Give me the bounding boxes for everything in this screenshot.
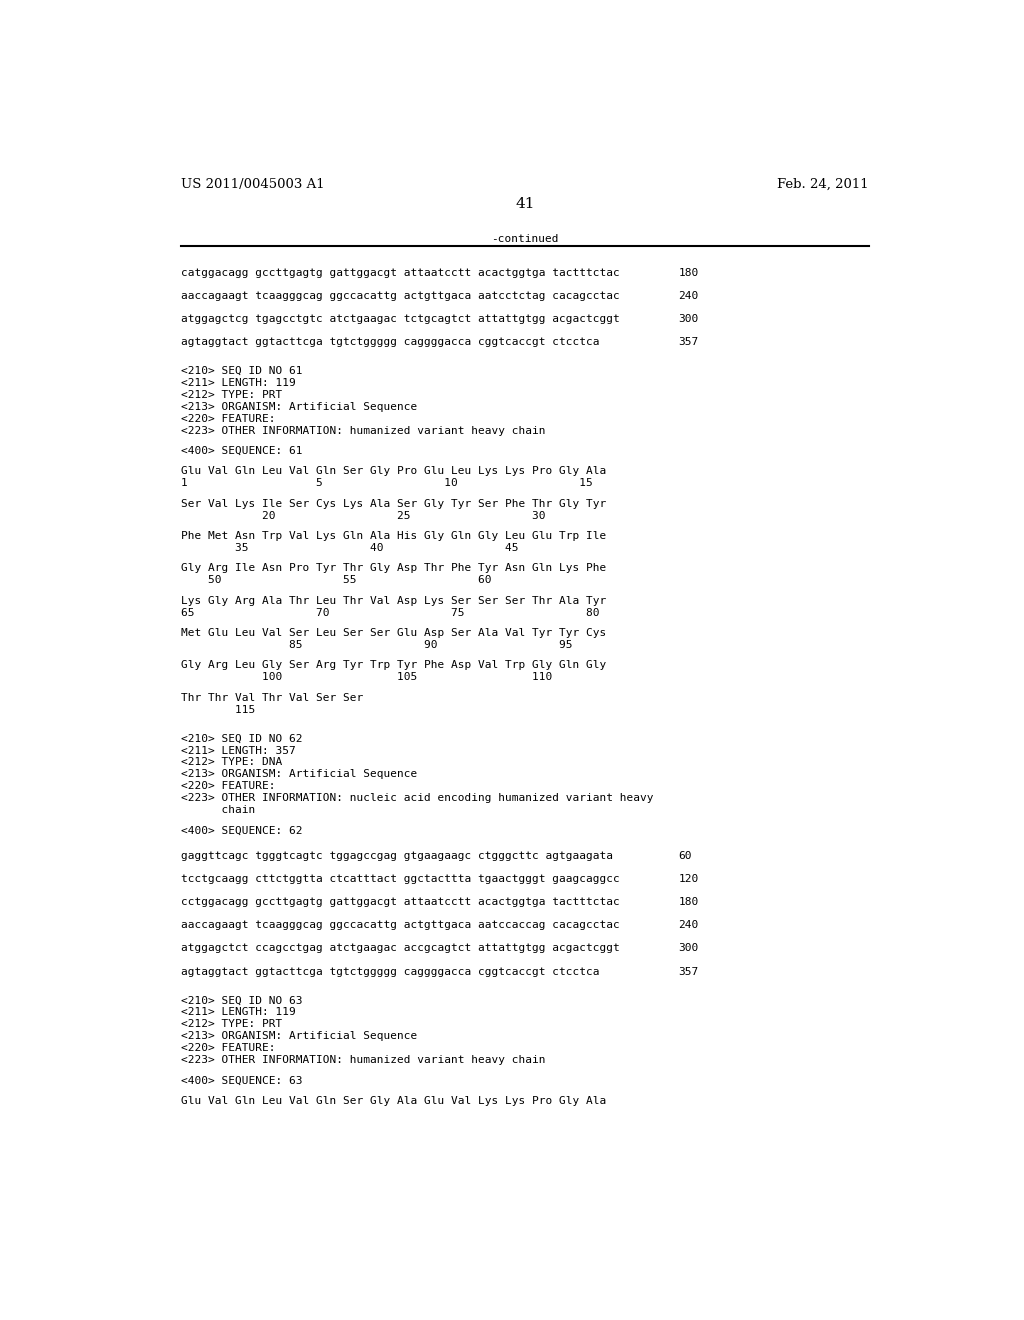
Text: Glu Val Gln Leu Val Gln Ser Gly Ala Glu Val Lys Lys Pro Gly Ala: Glu Val Gln Leu Val Gln Ser Gly Ala Glu … <box>180 1096 606 1106</box>
Text: <400> SEQUENCE: 61: <400> SEQUENCE: 61 <box>180 446 302 455</box>
Text: <400> SEQUENCE: 62: <400> SEQUENCE: 62 <box>180 825 302 836</box>
Text: 357: 357 <box>678 966 698 977</box>
Text: 180: 180 <box>678 898 698 907</box>
Text: <211> LENGTH: 357: <211> LENGTH: 357 <box>180 746 296 755</box>
Text: Phe Met Asn Trp Val Lys Gln Ala His Gly Gln Gly Leu Glu Trp Ile: Phe Met Asn Trp Val Lys Gln Ala His Gly … <box>180 531 606 541</box>
Text: 1                   5                  10                  15: 1 5 10 15 <box>180 478 593 488</box>
Text: <400> SEQUENCE: 63: <400> SEQUENCE: 63 <box>180 1076 302 1085</box>
Text: Gly Arg Leu Gly Ser Arg Tyr Trp Tyr Phe Asp Val Trp Gly Gln Gly: Gly Arg Leu Gly Ser Arg Tyr Trp Tyr Phe … <box>180 660 606 671</box>
Text: agtaggtact ggtacttcga tgtctggggg caggggacca cggtcaccgt ctcctca: agtaggtact ggtacttcga tgtctggggg cagggga… <box>180 337 599 347</box>
Text: US 2011/0045003 A1: US 2011/0045003 A1 <box>180 178 325 190</box>
Text: catggacagg gccttgagtg gattggacgt attaatcctt acactggtga tactttctac: catggacagg gccttgagtg gattggacgt attaatc… <box>180 268 620 277</box>
Text: Met Glu Leu Val Ser Leu Ser Ser Glu Asp Ser Ala Val Tyr Tyr Cys: Met Glu Leu Val Ser Leu Ser Ser Glu Asp … <box>180 628 606 638</box>
Text: Feb. 24, 2011: Feb. 24, 2011 <box>777 178 869 190</box>
Text: 120: 120 <box>678 874 698 884</box>
Text: gaggttcagc tgggtcagtc tggagccgag gtgaagaagc ctgggcttc agtgaagata: gaggttcagc tgggtcagtc tggagccgag gtgaaga… <box>180 851 612 861</box>
Text: <220> FEATURE:: <220> FEATURE: <box>180 1043 275 1053</box>
Text: <223> OTHER INFORMATION: humanized variant heavy chain: <223> OTHER INFORMATION: humanized varia… <box>180 425 545 436</box>
Text: 50                  55                  60: 50 55 60 <box>180 576 492 585</box>
Text: <223> OTHER INFORMATION: nucleic acid encoding humanized variant heavy: <223> OTHER INFORMATION: nucleic acid en… <box>180 793 653 804</box>
Text: 180: 180 <box>678 268 698 277</box>
Text: <211> LENGTH: 119: <211> LENGTH: 119 <box>180 378 296 388</box>
Text: <213> ORGANISM: Artificial Sequence: <213> ORGANISM: Artificial Sequence <box>180 401 417 412</box>
Text: Ser Val Lys Ile Ser Cys Lys Ala Ser Gly Tyr Ser Phe Thr Gly Tyr: Ser Val Lys Ile Ser Cys Lys Ala Ser Gly … <box>180 499 606 508</box>
Text: <212> TYPE: DNA: <212> TYPE: DNA <box>180 758 282 767</box>
Text: 115: 115 <box>180 705 255 714</box>
Text: <212> TYPE: PRT: <212> TYPE: PRT <box>180 1019 282 1030</box>
Text: <210> SEQ ID NO 63: <210> SEQ ID NO 63 <box>180 995 302 1006</box>
Text: <223> OTHER INFORMATION: humanized variant heavy chain: <223> OTHER INFORMATION: humanized varia… <box>180 1055 545 1065</box>
Text: Lys Gly Arg Ala Thr Leu Thr Val Asp Lys Ser Ser Ser Thr Ala Tyr: Lys Gly Arg Ala Thr Leu Thr Val Asp Lys … <box>180 595 606 606</box>
Text: 65                  70                  75                  80: 65 70 75 80 <box>180 607 599 618</box>
Text: Thr Thr Val Thr Val Ser Ser: Thr Thr Val Thr Val Ser Ser <box>180 693 362 702</box>
Text: 357: 357 <box>678 337 698 347</box>
Text: 20                  25                  30: 20 25 30 <box>180 511 545 520</box>
Text: Glu Val Gln Leu Val Gln Ser Gly Pro Glu Leu Lys Lys Pro Gly Ala: Glu Val Gln Leu Val Gln Ser Gly Pro Glu … <box>180 466 606 477</box>
Text: <212> TYPE: PRT: <212> TYPE: PRT <box>180 389 282 400</box>
Text: <210> SEQ ID NO 62: <210> SEQ ID NO 62 <box>180 734 302 743</box>
Text: 300: 300 <box>678 314 698 323</box>
Text: 100                 105                 110: 100 105 110 <box>180 672 552 682</box>
Text: atggagctcg tgagcctgtc atctgaagac tctgcagtct attattgtgg acgactcggt: atggagctcg tgagcctgtc atctgaagac tctgcag… <box>180 314 620 323</box>
Text: 300: 300 <box>678 944 698 953</box>
Text: tcctgcaagg cttctggtta ctcatttact ggctacttta tgaactgggt gaagcaggcc: tcctgcaagg cttctggtta ctcatttact ggctact… <box>180 874 620 884</box>
Text: <213> ORGANISM: Artificial Sequence: <213> ORGANISM: Artificial Sequence <box>180 770 417 779</box>
Text: atggagctct ccagcctgag atctgaagac accgcagtct attattgtgg acgactcggt: atggagctct ccagcctgag atctgaagac accgcag… <box>180 944 620 953</box>
Text: Gly Arg Ile Asn Pro Tyr Thr Gly Asp Thr Phe Tyr Asn Gln Lys Phe: Gly Arg Ile Asn Pro Tyr Thr Gly Asp Thr … <box>180 564 606 573</box>
Text: <210> SEQ ID NO 61: <210> SEQ ID NO 61 <box>180 366 302 376</box>
Text: cctggacagg gccttgagtg gattggacgt attaatcctt acactggtga tactttctac: cctggacagg gccttgagtg gattggacgt attaatc… <box>180 898 620 907</box>
Text: chain: chain <box>180 805 255 816</box>
Text: <213> ORGANISM: Artificial Sequence: <213> ORGANISM: Artificial Sequence <box>180 1031 417 1041</box>
Text: 240: 240 <box>678 920 698 931</box>
Text: 85                  90                  95: 85 90 95 <box>180 640 572 649</box>
Text: <220> FEATURE:: <220> FEATURE: <box>180 413 275 424</box>
Text: -continued: -continued <box>492 234 558 244</box>
Text: 35                  40                  45: 35 40 45 <box>180 543 518 553</box>
Text: agtaggtact ggtacttcga tgtctggggg caggggacca cggtcaccgt ctcctca: agtaggtact ggtacttcga tgtctggggg cagggga… <box>180 966 599 977</box>
Text: 60: 60 <box>678 851 692 861</box>
Text: aaccagaagt tcaagggcag ggccacattg actgttgaca aatccaccag cacagcctac: aaccagaagt tcaagggcag ggccacattg actgttg… <box>180 920 620 931</box>
Text: aaccagaagt tcaagggcag ggccacattg actgttgaca aatcctctag cacagcctac: aaccagaagt tcaagggcag ggccacattg actgttg… <box>180 290 620 301</box>
Text: 41: 41 <box>515 197 535 211</box>
Text: 240: 240 <box>678 290 698 301</box>
Text: <220> FEATURE:: <220> FEATURE: <box>180 781 275 791</box>
Text: <211> LENGTH: 119: <211> LENGTH: 119 <box>180 1007 296 1018</box>
